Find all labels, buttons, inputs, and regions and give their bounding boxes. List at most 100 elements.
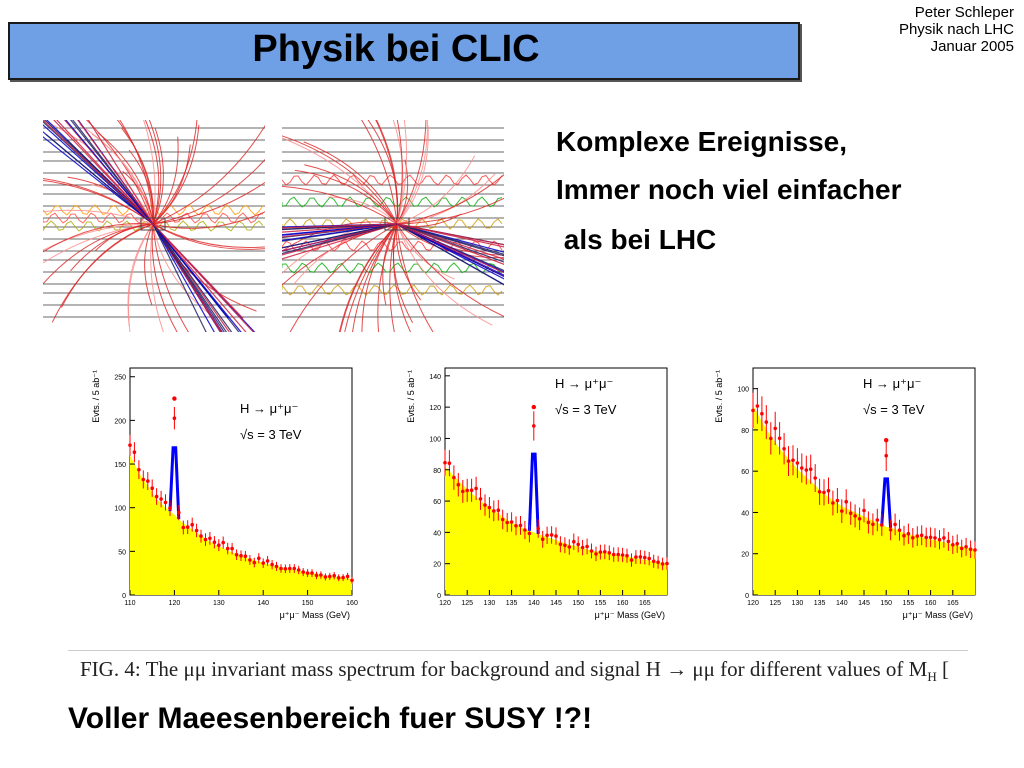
background-area (445, 466, 667, 595)
jet-track (152, 223, 215, 332)
caption-fig-label: FIG. 4: (80, 657, 141, 681)
event-display-left (43, 120, 265, 332)
jet-track (65, 120, 154, 225)
data-point (782, 447, 786, 451)
jet-track (152, 223, 225, 332)
particle-track (148, 120, 162, 225)
data-point (791, 458, 795, 462)
data-point (906, 531, 911, 536)
particle-track (282, 185, 398, 225)
particle-track (375, 120, 399, 225)
energy-annotation: √s = 3 TeV (555, 402, 617, 417)
particle-track (396, 197, 504, 225)
data-point (813, 476, 817, 480)
x-tick-label: 130 (484, 600, 496, 607)
particle-track (294, 169, 398, 225)
y-tick-label: 0 (437, 593, 441, 600)
particle-track (282, 135, 398, 225)
jet-track (282, 223, 398, 249)
particle-track (396, 223, 434, 332)
particle-track (396, 120, 408, 225)
x-tick-label: 165 (947, 600, 959, 607)
data-point (341, 575, 345, 580)
data-point (225, 546, 230, 551)
particle-track (396, 120, 403, 225)
particle-track (396, 223, 504, 317)
data-point (643, 555, 647, 560)
data-point (274, 564, 279, 569)
jet-track (282, 223, 398, 238)
data-point (283, 567, 288, 571)
data-point (853, 514, 857, 518)
helix-track (282, 174, 503, 186)
particle-track (396, 223, 422, 301)
x-tick-label: 160 (346, 600, 358, 607)
y-tick-label: 120 (429, 405, 441, 412)
data-point (523, 528, 527, 532)
data-point (527, 531, 532, 536)
particle-track (152, 211, 265, 229)
helix-track (282, 196, 503, 208)
particle-track (152, 181, 265, 225)
data-point (751, 408, 755, 413)
data-point (777, 436, 782, 441)
data-point (243, 554, 248, 558)
slide-title: Physik bei CLIC (252, 28, 540, 70)
data-point (465, 488, 469, 493)
data-point (871, 522, 875, 527)
data-point (800, 466, 804, 470)
data-point (866, 520, 871, 525)
data-point (831, 501, 835, 505)
jet-track (87, 120, 154, 225)
data-point (884, 453, 888, 458)
data-point (817, 490, 822, 494)
jet-track (152, 223, 207, 332)
x-tick-label: 155 (595, 600, 607, 607)
x-tick-label: 165 (639, 600, 651, 607)
y-tick-label: 150 (114, 462, 126, 469)
data-point (862, 508, 866, 513)
data-point (350, 578, 354, 583)
x-axis-label: μ⁺μ⁻ Mass (GeV) (903, 610, 973, 620)
particle-track (85, 120, 154, 225)
data-point (132, 450, 137, 454)
data-point (620, 553, 625, 557)
data-point (946, 539, 951, 544)
data-point (163, 500, 168, 505)
particle-track (127, 223, 154, 327)
particle-track (303, 141, 398, 225)
x-tick-label: 160 (617, 600, 629, 607)
data-point (328, 574, 332, 579)
data-point (221, 540, 225, 545)
data-point (549, 533, 554, 537)
decay-annotation: H → μ⁺μ⁻ (555, 376, 613, 391)
data-point (893, 522, 897, 527)
caption-rule (68, 650, 968, 651)
particle-track (152, 223, 265, 248)
data-point (786, 459, 791, 463)
x-tick-label: 120 (169, 600, 181, 607)
data-point (492, 509, 496, 513)
data-point (835, 498, 840, 503)
y-tick-label: 250 (114, 375, 126, 382)
x-tick-label: 150 (302, 600, 314, 607)
jet-track (77, 120, 154, 225)
x-tick-label: 120 (439, 600, 451, 607)
data-point (959, 546, 964, 551)
jet-track (396, 223, 504, 248)
data-point (611, 552, 616, 557)
particle-track (152, 136, 179, 225)
x-tick-label: 160 (925, 600, 937, 607)
data-point (296, 568, 301, 572)
particle-track (152, 223, 190, 332)
mass-spectrum-plot-140: 0 20 40 60 80 100 120 140 120 125 130 135 140 145 150 1… (406, 367, 669, 620)
y-tick-label: 0 (745, 593, 749, 600)
data-point (955, 541, 959, 546)
x-tick-label: 125 (769, 600, 781, 607)
data-point (915, 534, 920, 538)
y-tick-label: 80 (433, 468, 441, 475)
data-point (545, 533, 549, 538)
particle-track (151, 223, 178, 332)
particle-track (152, 223, 214, 318)
jet-track (396, 223, 504, 265)
